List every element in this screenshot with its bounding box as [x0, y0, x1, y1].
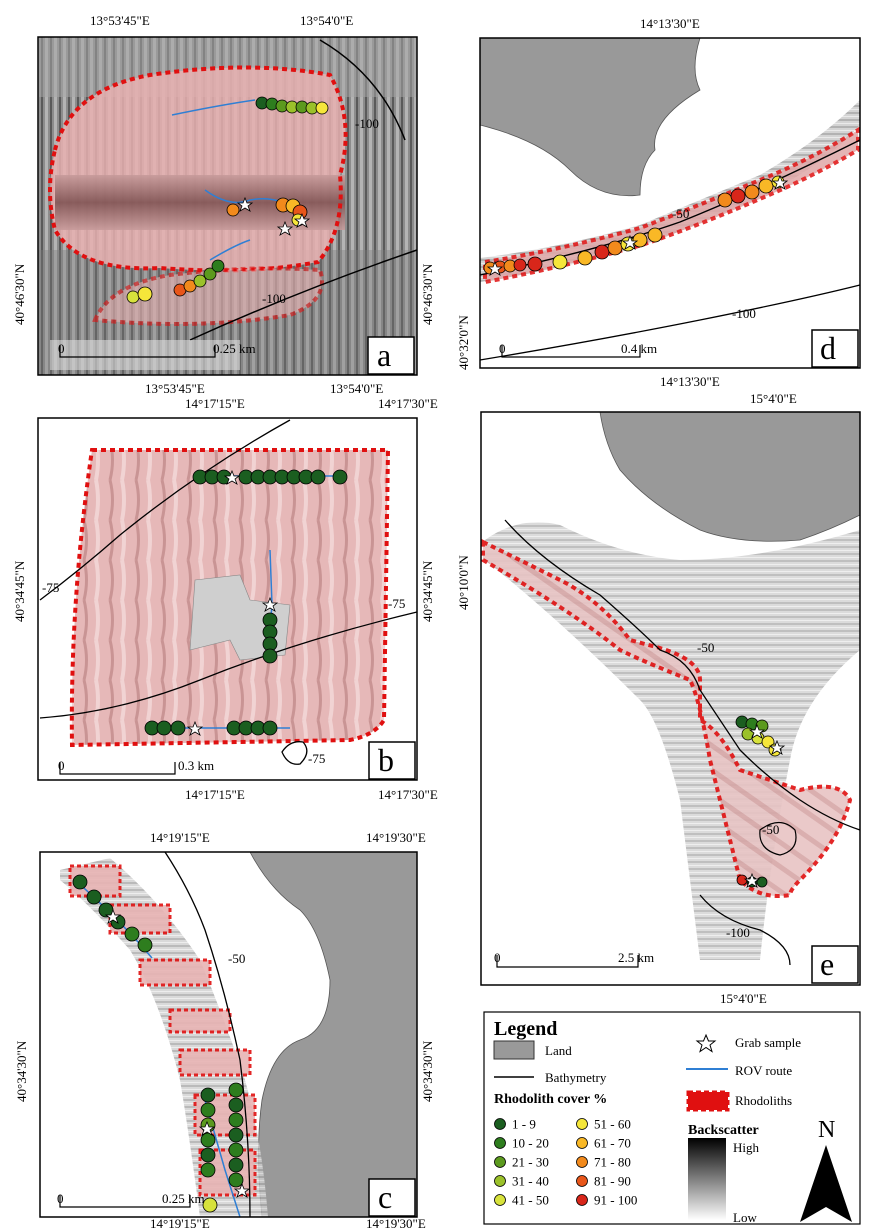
contour-label: -100 [355, 116, 379, 131]
coord-label: 14°17'30"E [378, 787, 438, 802]
legend-rov: ROV route [735, 1063, 792, 1078]
legend-bathymetry: Bathymetry [545, 1070, 607, 1085]
legend-land: Land [545, 1043, 572, 1058]
scale-label: 2.5 km [618, 950, 654, 965]
panel-e: -50 -50 -100 0 2.5 km e 15°4'0"E 15°4'0"… [456, 391, 861, 1006]
coord-label: 40°46'30"N [420, 263, 435, 325]
cover-class-swatch [576, 1175, 588, 1187]
cover-class-label: 21 - 30 [512, 1155, 549, 1170]
coord-label: 14°17'15"E [185, 787, 245, 802]
panel-letter: d [820, 330, 836, 366]
coord-label: 40°46'30"N [12, 263, 27, 325]
panel-letter: a [377, 337, 391, 373]
scale-zero: 0 [494, 950, 501, 965]
coord-label: 40°32'0"N [456, 315, 471, 370]
cover-class-label: 31 - 40 [512, 1174, 549, 1189]
coord-label: 13°53'45"E [145, 381, 205, 396]
legend-title: Legend [494, 1018, 557, 1040]
scale-zero: 0 [499, 341, 506, 356]
contour-label: -50 [697, 640, 714, 655]
cover-class-label: 71 - 80 [594, 1155, 631, 1170]
cover-class-swatch [576, 1137, 588, 1149]
panel-b: -75 -75 -75 0 0.3 km b 14°17'15"E 14°1 [12, 396, 438, 802]
cover-class-swatch [494, 1118, 506, 1130]
legend-grab: Grab sample [735, 1035, 801, 1050]
panel-d: -50 -100 0 0.4 km d 14°13'30"E 14°13'30"… [456, 16, 861, 389]
cover-class-swatch [576, 1156, 588, 1168]
coord-label: 14°17'30"E [378, 396, 438, 411]
cover-class-label: 61 - 70 [594, 1136, 631, 1151]
contour-label: -50 [228, 951, 245, 966]
coord-label: 14°19'30"E [366, 830, 426, 845]
legend-rhodoliths: Rhodoliths [735, 1093, 792, 1108]
coord-label: 14°17'15"E [185, 396, 245, 411]
contour-label: -75 [388, 596, 405, 611]
legend: Legend Land Bathymetry Rhodolith cover %… [483, 1011, 861, 1225]
panel-letter: c [378, 1179, 392, 1215]
coord-label: 40°10'0"N [456, 555, 471, 610]
coord-label: 14°13'30"E [660, 374, 720, 389]
contour-label: -100 [726, 925, 750, 940]
cover-class-swatch [576, 1118, 588, 1130]
coord-label: 14°13'30"E [640, 16, 700, 31]
scale-label: 0.4 km [621, 341, 657, 356]
map-frame [480, 411, 861, 986]
contour-label: -75 [308, 751, 325, 766]
coord-label: 14°19'15"E [150, 1216, 210, 1228]
legend-high: High [733, 1140, 760, 1155]
legend-backscatter-title: Backscatter [688, 1123, 759, 1138]
contour-label: -75 [42, 580, 59, 595]
panel-c: -50 0 0.25 km c 14°19'15"E 14°19'30"E [14, 830, 435, 1228]
cover-class-label: 1 - 9 [512, 1117, 536, 1132]
panel-letter: b [378, 742, 394, 778]
coord-label: 40°34'30"N [420, 1040, 435, 1102]
coord-label: 15°4'0"E [750, 391, 797, 406]
coord-label: 40°34'30"N [14, 1040, 29, 1102]
contour-label: -50 [762, 822, 779, 837]
coord-label: 14°19'15"E [150, 830, 210, 845]
scale-label: 0.25 km [162, 1191, 205, 1206]
panel-a: -100 -100 0 0.25 km a [12, 13, 435, 396]
land-swatch [493, 1040, 535, 1060]
cover-class-swatch [494, 1137, 506, 1149]
contour-label: -50 [672, 206, 689, 221]
cover-classes: 1 - 9 10 - 20 21 - 30 31 - 40 41 - 50 51 - 60… [494, 1117, 637, 1208]
cover-class-swatch [494, 1156, 506, 1168]
scale-zero: 0 [58, 341, 65, 356]
cover-class-label: 10 - 20 [512, 1136, 549, 1151]
coord-label: 13°54'0"E [300, 13, 353, 28]
scale-zero: 0 [58, 758, 65, 773]
cover-class-label: 41 - 50 [512, 1193, 549, 1208]
map-frame [39, 851, 418, 1218]
contour-label: -100 [262, 291, 286, 306]
scale-zero: 0 [57, 1191, 64, 1206]
north-arrow-icon [800, 1145, 852, 1222]
legend-low: Low [733, 1210, 757, 1225]
panel-letter: e [820, 946, 834, 982]
north-label: N [818, 1117, 835, 1143]
cover-class-swatch [494, 1194, 506, 1206]
contour-label: -100 [732, 306, 756, 321]
cover-class-swatch [576, 1194, 588, 1206]
coord-label: 40°34'45"N [12, 560, 27, 622]
legend-cover-title: Rhodolith cover % [494, 1092, 607, 1107]
coord-label: 14°19'30"E [366, 1216, 426, 1228]
map-frame [479, 37, 861, 369]
star-icon [695, 1033, 717, 1053]
cover-class-swatch [494, 1175, 506, 1187]
scale-label: 0.3 km [178, 758, 214, 773]
coord-label: 13°54'0"E [330, 381, 383, 396]
coord-label: 13°53'45"E [90, 13, 150, 28]
coord-label: 40°34'45"N [420, 560, 435, 622]
map-frame [37, 36, 418, 376]
scale-label: 0.25 km [213, 341, 256, 356]
rhodolith-swatch [686, 1090, 730, 1112]
coord-label: 15°4'0"E [720, 991, 767, 1006]
cover-class-label: 51 - 60 [594, 1117, 631, 1132]
cover-class-label: 81 - 90 [594, 1174, 631, 1189]
cover-class-label: 91 - 100 [594, 1193, 637, 1208]
backscatter-ramp [688, 1138, 726, 1220]
map-frame [37, 417, 418, 781]
